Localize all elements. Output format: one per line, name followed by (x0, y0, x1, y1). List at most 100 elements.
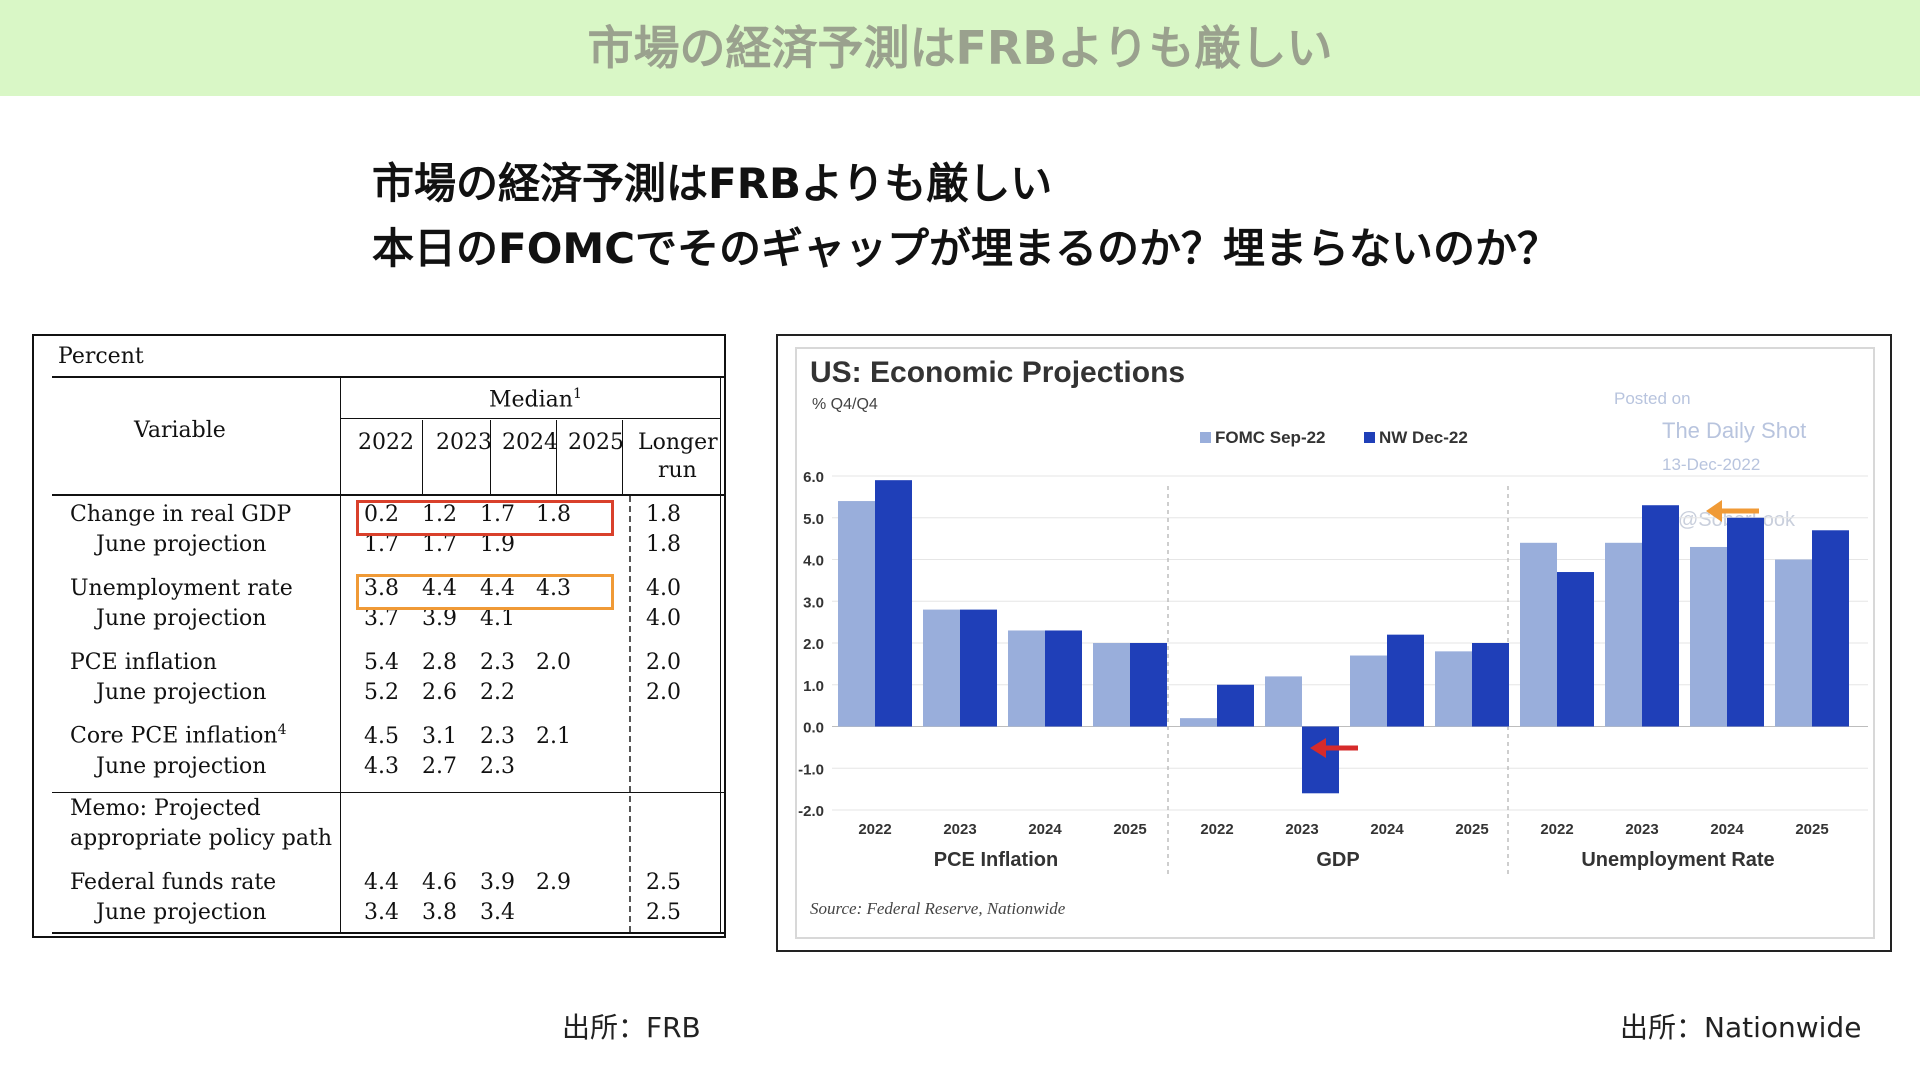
bar-nw-dec22 (1387, 634, 1424, 727)
table-rule (422, 420, 423, 494)
table-cell-value: 1.8 (536, 502, 571, 527)
legend-label-nw: NW Dec-22 (1379, 428, 1468, 447)
table-rule (490, 420, 491, 494)
table-rule (52, 376, 724, 378)
bar-fomc-sep22 (1008, 630, 1045, 727)
watermark-line: The Daily Shot (1662, 418, 1806, 443)
title-banner (0, 0, 1920, 96)
longer-run-header-1: Longer (638, 430, 718, 455)
table-cell-value: 1.9 (480, 532, 515, 557)
table-cell-value: 3.7 (364, 606, 399, 631)
memo-label: Memo: Projected (70, 796, 261, 821)
y-tick-label: 3.0 (803, 594, 824, 611)
group-label: GDP (1316, 849, 1359, 871)
table-cell-value: 4.0 (646, 606, 681, 631)
bar-nw-dec22 (1472, 643, 1509, 727)
table-cell-value: 2.0 (646, 680, 681, 705)
median-header: Median1 (489, 386, 582, 413)
row-label: Core PCE inflation4 (70, 722, 287, 749)
table-cell-value: 3.9 (422, 606, 457, 631)
x-tick-label: 2022 (858, 821, 891, 838)
table-cell-value: 2.0 (536, 650, 571, 675)
legend-swatch-nw (1364, 432, 1375, 443)
table-cell-value: 2.1 (536, 724, 571, 749)
longer-run-header-2: run (658, 458, 697, 483)
row-label: June projection (96, 754, 267, 779)
table-cell-value: 1.7 (364, 532, 399, 557)
x-tick-label: 2024 (1028, 821, 1062, 838)
table-cell-value: 2.9 (536, 870, 571, 895)
x-tick-label: 2022 (1540, 821, 1573, 838)
bar-fomc-sep22 (1775, 559, 1812, 727)
watermark-line: 13-Dec-2022 (1662, 455, 1760, 474)
row-label: Unemployment rate (70, 576, 293, 601)
table-cell-value: 2.7 (422, 754, 457, 779)
legend-swatch-fomc (1200, 432, 1211, 443)
table-cell-value: 4.4 (364, 870, 399, 895)
x-tick-label: 2023 (1625, 821, 1658, 838)
x-tick-label: 2023 (943, 821, 976, 838)
highlight-box-gdp (356, 500, 614, 536)
table-cell-value: 5.2 (364, 680, 399, 705)
bar-nw-dec22 (1642, 505, 1679, 727)
table-cell-value: 4.0 (646, 576, 681, 601)
table-cell-value: 5.4 (364, 650, 399, 675)
headline-line-2: 本日のFOMCでそのギャップが埋まるのか？埋まらないのか？ (372, 224, 1560, 273)
year-header-2024: 2024 (502, 430, 558, 455)
y-tick-label: 5.0 (803, 511, 824, 528)
economic-projections-chart: US: Economic Projections % Q4/Q4 Posted … (776, 334, 1892, 952)
table-unit-label: Percent (58, 344, 144, 369)
bar-fomc-sep22 (1690, 546, 1727, 727)
bar-fomc-sep22 (1435, 651, 1472, 727)
row-label: PCE inflation (70, 650, 217, 675)
table-cell-value: 4.6 (422, 870, 457, 895)
chart-subtitle: % Q4/Q4 (812, 396, 878, 413)
table-cell-value: 4.1 (480, 606, 515, 631)
bar-fomc-sep22 (1350, 655, 1387, 727)
table-cell-value: 2.5 (646, 900, 681, 925)
table-rule (622, 420, 623, 494)
x-tick-label: 2025 (1795, 821, 1828, 838)
table-cell-value: 2.3 (480, 724, 515, 749)
red-arrow (1310, 738, 1358, 758)
bar-nw-dec22 (1557, 572, 1594, 727)
x-tick-label: 2024 (1710, 821, 1744, 838)
x-tick-label: 2022 (1200, 821, 1233, 838)
group-label: Unemployment Rate (1581, 849, 1774, 871)
table-cell-value: 2.0 (646, 650, 681, 675)
variable-header: Variable (134, 418, 226, 443)
row-label: Change in real GDP (70, 502, 292, 527)
y-tick-label: -1.0 (798, 761, 824, 778)
table-cell-value: 0.2 (364, 502, 399, 527)
table-cell-value: 2.2 (480, 680, 515, 705)
table-rule (52, 494, 724, 496)
y-tick-label: 0.0 (803, 720, 824, 737)
y-tick-label: 4.0 (803, 553, 824, 570)
table-cell-value: 4.4 (422, 576, 457, 601)
source-nationwide: 出所：Nationwide (1620, 1011, 1862, 1044)
bar-fomc-sep22 (1180, 718, 1217, 727)
year-header-2022: 2022 (358, 430, 414, 455)
table-rule (340, 418, 720, 419)
bar-fomc-sep22 (1093, 643, 1130, 727)
bar-nw-dec22 (960, 609, 997, 727)
group-label: PCE Inflation (934, 849, 1058, 871)
bar-fomc-sep22 (838, 501, 875, 727)
y-tick-label: -2.0 (798, 803, 824, 820)
table-cell-value: 1.2 (422, 502, 457, 527)
table-cell-value: 1.8 (646, 532, 681, 557)
row-label: June projection (96, 606, 267, 631)
source-frb: 出所：FRB (562, 1011, 701, 1044)
table-rule (720, 376, 721, 932)
y-tick-labels: 6.0 5.0 4.0 3.0 2.0 1.0 0.0 -1.0 -2.0 (798, 469, 824, 820)
year-header-2025: 2025 (568, 430, 624, 455)
table-cell-value: 2.3 (480, 754, 515, 779)
y-tick-label: 6.0 (803, 469, 824, 486)
bar-nw-dec22 (1302, 726, 1339, 794)
group-labels: PCE Inflation GDP Unemployment Rate (934, 849, 1775, 871)
bar-fomc-sep22 (1265, 676, 1302, 727)
table-rule (52, 792, 724, 793)
bar-nw-dec22 (1045, 630, 1082, 727)
table-cell-value: 1.7 (422, 532, 457, 557)
table-cell-value: 3.4 (480, 900, 515, 925)
